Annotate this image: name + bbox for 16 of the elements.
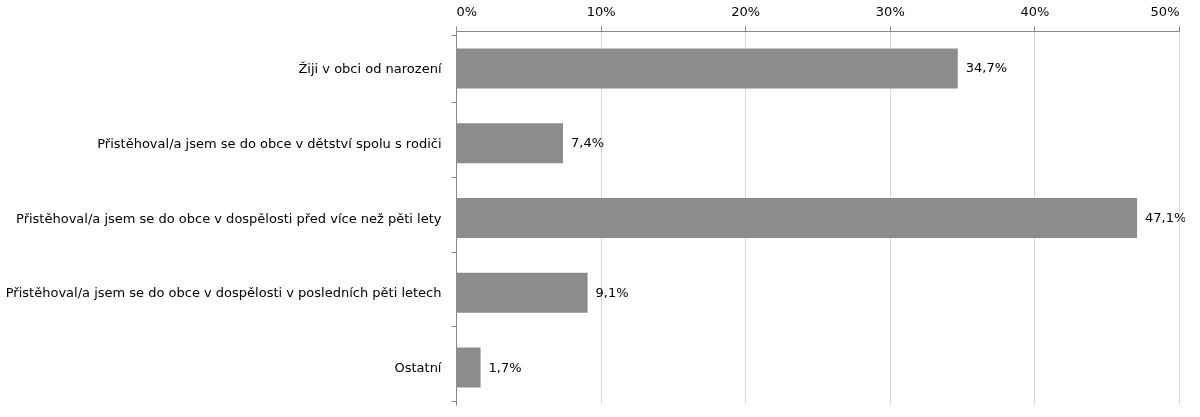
data-label: 47,1% xyxy=(1145,210,1187,225)
y-tick-label: Přistěhoval/a jsem se do obce v dětství spolu s rodiči xyxy=(97,135,442,151)
data-label: 7,4% xyxy=(571,135,605,151)
data-label: 1,7% xyxy=(488,359,522,375)
y-tick-label: Žiji v obci od narození xyxy=(298,60,442,76)
x-tick-label: 50% xyxy=(1150,3,1180,19)
x-tick-label: 0% xyxy=(456,3,478,19)
y-tick-label: Ostatní xyxy=(394,360,442,376)
x-tick-label: 30% xyxy=(875,3,905,19)
x-tick-label: 10% xyxy=(586,3,616,19)
x-tick-label: 40% xyxy=(1020,3,1050,19)
y-tick-label: Přistěhoval/a jsem se do obce v dospělosti v posledních pěti letech xyxy=(5,285,442,301)
x-tick-label: 20% xyxy=(731,3,761,19)
y-tick-label: Přistěhoval/a jsem se do obce v dospělosti před více než pěti lety xyxy=(16,210,442,226)
data-label: 9,1% xyxy=(595,284,629,300)
data-label: 34,7% xyxy=(965,60,1008,76)
